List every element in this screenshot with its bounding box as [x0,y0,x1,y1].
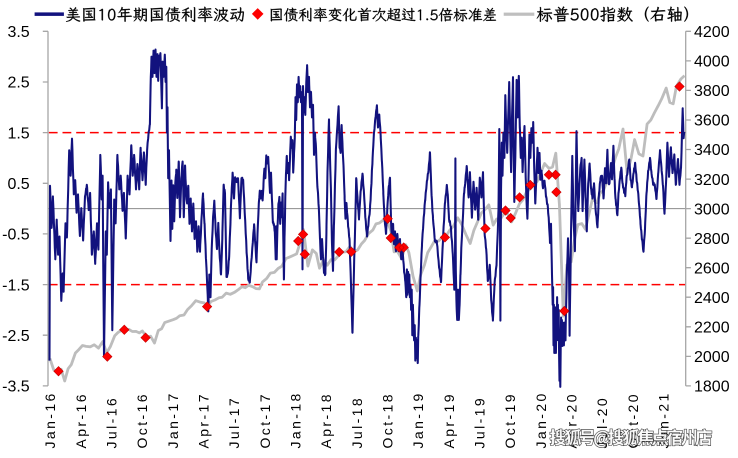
svg-text:2600: 2600 [694,260,730,277]
svg-text:4200: 4200 [694,24,730,41]
svg-text:3600: 3600 [694,113,730,130]
svg-text:Jan-20: Jan-20 [533,391,549,448]
svg-text:Oct-16: Oct-16 [134,392,150,448]
svg-text:-2.5: -2.5 [2,328,30,345]
svg-text:3000: 3000 [694,201,730,218]
svg-text:Jul-16: Jul-16 [103,396,119,449]
svg-text:Oct-18: Oct-18 [380,392,396,448]
svg-text:Apr-17: Apr-17 [196,392,212,448]
svg-text:Jul-20: Jul-20 [594,396,610,449]
svg-text:2200: 2200 [694,320,730,337]
svg-text:1.5: 1.5 [7,125,29,142]
svg-text:1800: 1800 [694,379,730,396]
svg-text:2.5: 2.5 [7,75,29,92]
svg-text:Jan-19: Jan-19 [410,391,426,448]
svg-text:2000: 2000 [694,349,730,366]
svg-text:Oct-17: Oct-17 [257,392,273,448]
svg-text:Jul-18: Jul-18 [349,396,365,449]
svg-text:-0.5: -0.5 [2,227,30,244]
svg-text:3400: 3400 [694,142,730,159]
svg-text:Jan-17: Jan-17 [165,391,181,448]
svg-text:-1.5: -1.5 [2,277,30,294]
svg-text:2400: 2400 [694,290,730,307]
svg-text:2800: 2800 [694,231,730,248]
svg-text:3800: 3800 [694,83,730,100]
svg-text:Apr-19: Apr-19 [441,392,457,448]
svg-text:3200: 3200 [694,172,730,189]
svg-text:Jan-16: Jan-16 [42,391,58,448]
svg-text:4000: 4000 [694,54,730,71]
svg-text:Jul-17: Jul-17 [226,396,242,449]
svg-text:Apr-16: Apr-16 [73,392,89,448]
svg-text:Jul-19: Jul-19 [472,396,488,449]
svg-text:-3.5: -3.5 [2,379,30,396]
svg-text:Apr-18: Apr-18 [318,392,334,448]
svg-text:Oct-19: Oct-19 [502,392,518,448]
svg-text:Jan-18: Jan-18 [288,391,304,448]
svg-text:3.5: 3.5 [7,24,29,41]
svg-text:0.5: 0.5 [7,176,29,193]
